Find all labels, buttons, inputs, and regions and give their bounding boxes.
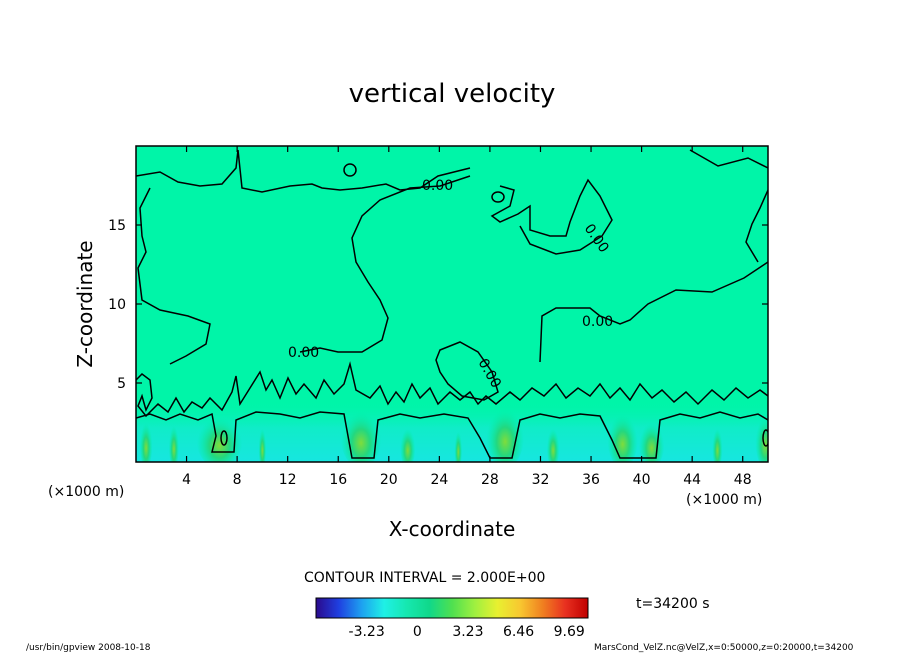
plot-area: 0.00 0.00 0.00 0.00 0.00 <box>136 146 768 462</box>
contour-loop-small-1 <box>343 163 357 177</box>
updraft-cell <box>639 418 665 462</box>
contour-line-central-dome <box>299 175 471 353</box>
updraft-cell <box>607 408 638 462</box>
contour-line-left-domain <box>137 187 211 365</box>
updraft-cell <box>139 418 153 462</box>
x-unit-right: (×1000 m) <box>686 492 762 508</box>
x-unit-left: (×1000 m) <box>48 484 124 500</box>
x-axis-ticks: 4 8 12 16 20 24 28 32 36 40 44 48 <box>182 146 752 488</box>
updraft-cell <box>712 424 723 462</box>
updraft-cell <box>400 424 416 462</box>
x-tick-label: 32 <box>532 472 550 488</box>
colorbar-tick-label: 3.23 <box>452 624 483 640</box>
x-tick-label: 24 <box>430 472 448 488</box>
y-tick-label: 15 <box>108 218 126 234</box>
x-tick-label: 8 <box>233 472 242 488</box>
time-label: t=34200 s <box>636 596 710 612</box>
contour-label: 0.00 <box>582 314 613 330</box>
x-tick-label: 48 <box>734 472 752 488</box>
x-axis-label: X-coordinate <box>389 517 516 541</box>
contour-line-right-edge <box>689 149 768 263</box>
contour-loop-mid-right <box>435 341 499 401</box>
x-tick-label: 16 <box>329 472 347 488</box>
x-tick-label: 36 <box>582 472 600 488</box>
contour-line-boundary-layer <box>136 361 768 418</box>
x-tick-label: 20 <box>380 472 398 488</box>
contour-loop-small-3 <box>220 430 228 446</box>
x-tick-label: 4 <box>182 472 191 488</box>
contour-label: 0.00 <box>422 178 453 194</box>
contour-loop-small-2 <box>491 191 505 203</box>
contour-line-lower-wavy <box>136 411 768 459</box>
chart-title: vertical velocity <box>349 79 556 109</box>
colorbar <box>315 597 589 619</box>
updraft-cell <box>454 427 463 462</box>
contour-interval-text: CONTOUR INTERVAL = 2.000E+00 <box>304 570 545 586</box>
colorbar-tick-label: 0 <box>413 624 422 640</box>
colorbar-tick-label: 6.46 <box>503 624 534 640</box>
updraft-cell <box>755 411 768 462</box>
contour-loop-small-4 <box>762 429 768 447</box>
footer-right: MarsCond_VelZ.nc@VelZ,x=0:50000,z=0:2000… <box>594 643 854 653</box>
colorbar-tick-label: -3.23 <box>349 624 385 640</box>
contour-line-upper-right <box>490 178 613 255</box>
x-tick-label: 44 <box>683 472 701 488</box>
x-tick-label: 12 <box>279 472 297 488</box>
y-axis-ticks: 5 10 15 <box>108 218 768 392</box>
y-tick-label: 10 <box>108 297 126 313</box>
updraft-cell <box>196 411 243 462</box>
contour-lines <box>136 149 768 459</box>
x-tick-label: 40 <box>633 472 651 488</box>
footer-left: /usr/bin/gpview 2008-10-18 <box>26 643 151 653</box>
contour-line-right-hump <box>539 261 768 363</box>
contour-label: 0.00 <box>288 345 319 361</box>
x-tick-label: 28 <box>481 472 499 488</box>
updraft-cell <box>168 421 179 462</box>
colorbar-tick-label: 9.69 <box>554 624 585 640</box>
updraft-cell <box>546 424 560 462</box>
y-tick-label: 5 <box>117 376 126 392</box>
colorbar-ticks: -3.23 0 3.23 6.46 9.69 <box>349 624 585 640</box>
y-axis-label: Z-coordinate <box>73 240 97 367</box>
updraft-cell <box>258 424 267 462</box>
